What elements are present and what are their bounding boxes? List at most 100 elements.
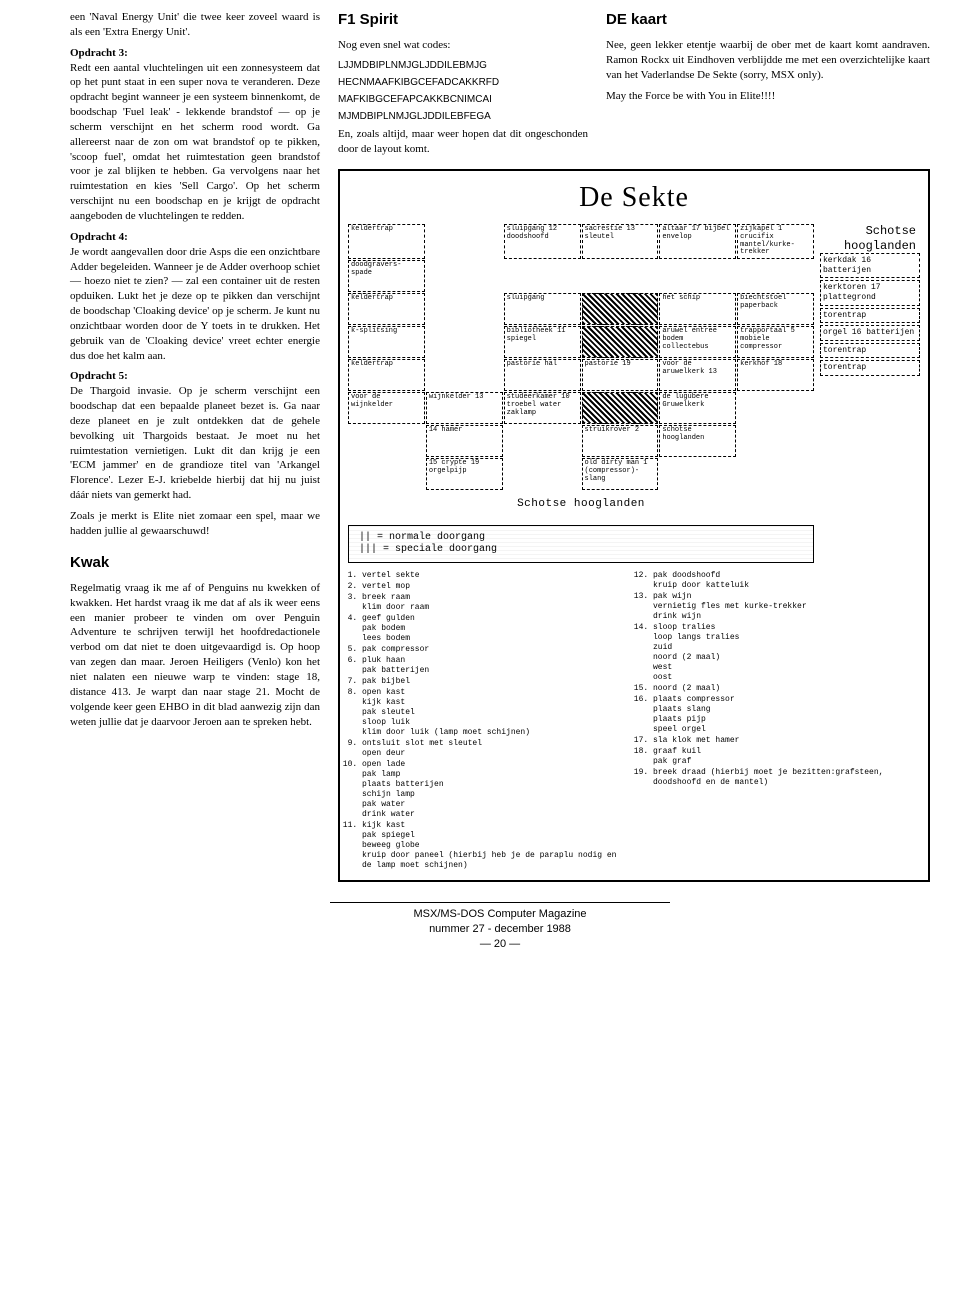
map-room: aruwel entree bodem collectebus: [659, 326, 736, 358]
map-room: [426, 224, 503, 259]
walkthrough-step: breek draad (hierbij moet je bezitten:gr…: [653, 768, 920, 788]
map-room: trapportaal 5 mobiele compressor: [737, 326, 814, 358]
map-room: [659, 458, 736, 490]
map-room: het schip: [659, 293, 736, 325]
map-room: pastorie 19: [582, 359, 659, 391]
page-footer: MSX/MS-DOS Computer Magazine nummer 27 -…: [330, 902, 670, 952]
map-room: keldertrap: [348, 293, 425, 325]
map-room: [426, 326, 503, 358]
map-room: [426, 260, 503, 292]
map-room: keldertrap: [348, 224, 425, 259]
footer-issue: nummer 27 - december 1988: [330, 922, 670, 937]
map-room: [504, 260, 581, 292]
code-line-2: MAFKIBGCEFAPCAKKBCNIMCAI: [338, 93, 588, 106]
map-room: struikrover 2: [582, 425, 659, 457]
walkthrough-step: kijk kast pak spiegel beweeg globe kruip…: [362, 821, 629, 871]
walkthrough-step: plaats compressor plaats slang plaats pi…: [653, 695, 920, 735]
map-room: 14 hamer: [426, 425, 503, 457]
map-grid: keldertrap sluipgang 12 doodshoofdsacrest…: [348, 224, 814, 490]
steps-list-b: pak doodshoofd kruip door katteluikpak w…: [639, 571, 920, 788]
side-room: kerkdak 16 batterijen: [820, 253, 920, 278]
map-room: [737, 425, 814, 457]
walkthrough-step: vertel sekte: [362, 571, 629, 581]
legend-normal: || = normale doorgang: [359, 532, 803, 544]
schotse-center-label: Schotse hooglanden: [348, 498, 814, 511]
map-room: zijkapel 1 crucifix mantel/kurke-trekker: [737, 224, 814, 259]
f1-heading: F1 Spirit: [338, 10, 588, 30]
walkthrough-step: open kast kijk kast pak sleutel sloop lu…: [362, 688, 629, 738]
f1-outro: En, zoals altijd, maar weer hopen dat di…: [338, 127, 588, 157]
map-room: [659, 260, 736, 292]
map-room: voor de aruwelkerk 13: [659, 359, 736, 391]
map-room: sacrestie 13 sleutel: [582, 224, 659, 259]
op4-text: Je wordt aangevallen door drie Asps die …: [70, 246, 320, 362]
map-room: studeerkamer 10 troebel water zaklamp: [504, 392, 581, 424]
walkthrough-step: noord (2 maal): [653, 684, 920, 694]
op5-closing: Zoals je merkt is Elite niet zomaar een …: [70, 509, 320, 539]
walkthrough-step: sloop tralies loop langs tralies zuid no…: [653, 623, 920, 683]
walkthrough-step: pluk haan pak batterijen: [362, 656, 629, 676]
walkthrough-step: pak doodshoofd kruip door katteluik: [653, 571, 920, 591]
map-room: old dirty man 1 (compressor)- slang: [582, 458, 659, 490]
map-room: keldertrap: [348, 359, 425, 391]
sideboxes: kerkdak 16 batterijenkerktoren 17 platte…: [820, 253, 920, 376]
map-room: sluipgang: [504, 293, 581, 325]
legend-special: ||| = speciale doorgang: [359, 544, 803, 556]
op5-text: De Thargoid invasie. Op je scherm versch…: [70, 385, 320, 501]
walkthrough-step: ontsluit slot met sleutel open deur: [362, 739, 629, 759]
map-room: sluipgang 12 doodshoofd: [504, 224, 581, 259]
map-container: De Sekte keldertrap sluipgang 12 doodshoo…: [338, 169, 930, 883]
map-room: [504, 425, 581, 457]
map-room: bibliotheek 11 spiegel: [504, 326, 581, 358]
map-room: biechtstoel paperback: [737, 293, 814, 325]
schotse-side-label: Schotse hooglanden: [820, 224, 920, 253]
map-room: schotse hooglanden: [659, 425, 736, 457]
map-room: de lugubere Gruwelkerk: [659, 392, 736, 424]
legend-box: || = normale doorgang ||| = speciale doo…: [348, 525, 814, 563]
side-room: torentrap: [820, 360, 920, 376]
map-room: kerkhof 18: [737, 359, 814, 391]
intro-text: een 'Naval Energy Unit' die twee keer zo…: [70, 10, 320, 40]
walkthrough-step: breek raam klim door raam: [362, 593, 629, 613]
walkthrough-step: pak compressor: [362, 645, 629, 655]
map-room: pastorie hal: [504, 359, 581, 391]
footer-page: — 20 —: [330, 937, 670, 952]
map-room: 15 crypte 19 orgelpijp: [426, 458, 503, 490]
walkthrough-step: open lade pak lamp plaats batterijen sch…: [362, 760, 629, 820]
map-room: [737, 260, 814, 292]
side-room: torentrap: [820, 308, 920, 324]
dekaart-closing: May the Force be with You in Elite!!!!: [606, 89, 930, 104]
dekaart-heading: DE kaart: [606, 10, 930, 30]
map-room: [737, 392, 814, 424]
map-room: k-splitsing: [348, 326, 425, 358]
op3-text: Redt een aantal vluchtelingen uit een zo…: [70, 62, 320, 222]
walkthrough-step: vertel mop: [362, 582, 629, 592]
code-line-0: LJJMDBIPLNMJGLJDDILEBMJG: [338, 59, 588, 72]
walkthrough-step: pak wijn vernietig fles met kurke-trekke…: [653, 592, 920, 622]
kwak-heading: Kwak: [70, 553, 320, 573]
footer-magazine: MSX/MS-DOS Computer Magazine: [330, 907, 670, 922]
map-title: De Sekte: [348, 181, 920, 215]
map-room: doodgravers- spade: [348, 260, 425, 292]
code-line-3: MJMDBIPLNMJGLJDDILEBFEGA: [338, 110, 588, 123]
map-room: [348, 458, 425, 490]
map-room: [426, 359, 503, 391]
op5-heading: Opdracht 5:: [70, 370, 128, 382]
side-room: orgel 16 batterijen: [820, 325, 920, 341]
op4-heading: Opdracht 4:: [70, 231, 128, 243]
map-room: [504, 458, 581, 490]
walkthrough-step: pak bijbel: [362, 677, 629, 687]
map-room: altaar 17 bijbel envelop: [659, 224, 736, 259]
side-room: kerktoren 17 plattegrond: [820, 280, 920, 305]
map-room: [582, 293, 659, 325]
walkthrough-step: graaf kuil pak graf: [653, 747, 920, 767]
kwak-text: Regelmatig vraag ik me af of Penguins nu…: [70, 581, 320, 729]
walkthrough-step: sla klok met hamer: [653, 736, 920, 746]
map-room: [426, 293, 503, 325]
map-room: voor de wijnkelder: [348, 392, 425, 424]
map-room: [582, 260, 659, 292]
dekaart-text: Nee, geen lekker etentje waarbij de ober…: [606, 38, 930, 83]
map-room: [582, 392, 659, 424]
steps-list-a: vertel sektevertel mopbreek raam klim do…: [348, 571, 629, 871]
map-room: [582, 326, 659, 358]
